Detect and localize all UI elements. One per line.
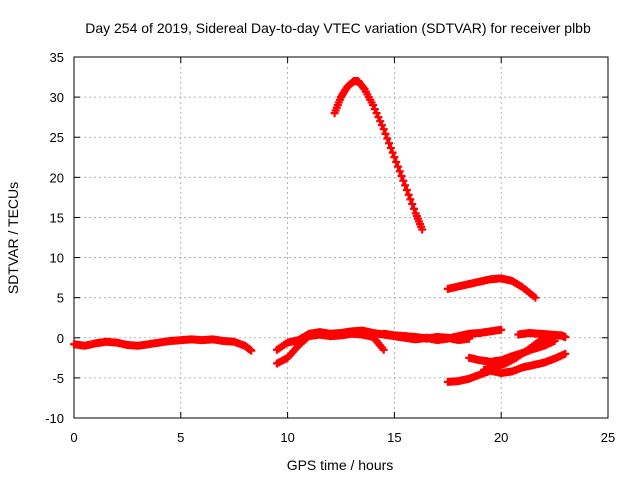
- series-arc-5: [379, 329, 474, 345]
- data-point: [397, 171, 406, 180]
- data-point: [402, 186, 411, 195]
- series-arc-10: [514, 328, 566, 340]
- data-point: [557, 331, 566, 340]
- data-point: [369, 101, 378, 110]
- data-point: [531, 293, 540, 302]
- y-axis-label: SDTVAR / TECUs: [5, 182, 21, 294]
- x-axis-label: GPS time / hours: [287, 457, 394, 473]
- x-tick-label: 25: [601, 430, 615, 445]
- y-tick-label: 30: [50, 90, 64, 105]
- y-tick-label: -10: [45, 411, 64, 426]
- series-arc-6: [443, 274, 540, 302]
- data-point: [385, 139, 394, 148]
- data-point: [406, 195, 415, 204]
- x-tick-label: 15: [387, 430, 401, 445]
- series-arc-1: [70, 335, 256, 355]
- data-point: [376, 117, 385, 126]
- y-tick-label: 0: [57, 331, 64, 346]
- y-tick-label: 5: [57, 291, 64, 306]
- x-tick-label: 10: [280, 430, 294, 445]
- axis-ticks: 0 5 10 15 20 25 -10 -5 0 5 10 15 20 25 30 35: [45, 50, 615, 445]
- y-tick-label: 25: [50, 130, 64, 145]
- data-point: [395, 167, 404, 176]
- data-point: [377, 121, 386, 130]
- data-point: [390, 153, 399, 162]
- x-tick-label: 5: [177, 430, 184, 445]
- data-point: [401, 181, 410, 190]
- data-point: [404, 190, 413, 199]
- data-point: [393, 162, 402, 171]
- data-point: [370, 105, 379, 114]
- chart-title: Day 254 of 2019, Sidereal Day-to-day VTE…: [85, 20, 591, 36]
- series-arc-4: [330, 77, 427, 234]
- data-point: [408, 200, 417, 209]
- data-point: [386, 143, 395, 152]
- y-tick-label: 35: [50, 50, 64, 65]
- data-point: [465, 334, 474, 343]
- data-series: [70, 77, 570, 386]
- y-tick-label: 10: [50, 251, 64, 266]
- data-point: [381, 129, 390, 138]
- data-point: [379, 345, 388, 354]
- data-point: [383, 134, 392, 143]
- data-point: [561, 332, 570, 341]
- data-point: [409, 204, 418, 213]
- x-tick-label: 20: [494, 430, 508, 445]
- plot-frame: [73, 56, 609, 419]
- y-tick-label: -5: [52, 371, 64, 386]
- data-point: [392, 157, 401, 166]
- data-point: [388, 148, 397, 157]
- data-point: [379, 125, 388, 134]
- data-point: [561, 349, 570, 358]
- data-point: [399, 176, 408, 185]
- x-tick-label: 0: [70, 430, 77, 445]
- data-point: [418, 225, 427, 234]
- y-tick-label: 20: [50, 170, 64, 185]
- y-tick-label: 15: [50, 210, 64, 225]
- data-point: [374, 113, 383, 122]
- data-point: [497, 325, 506, 334]
- data-point: [247, 346, 256, 355]
- data-point: [372, 109, 381, 118]
